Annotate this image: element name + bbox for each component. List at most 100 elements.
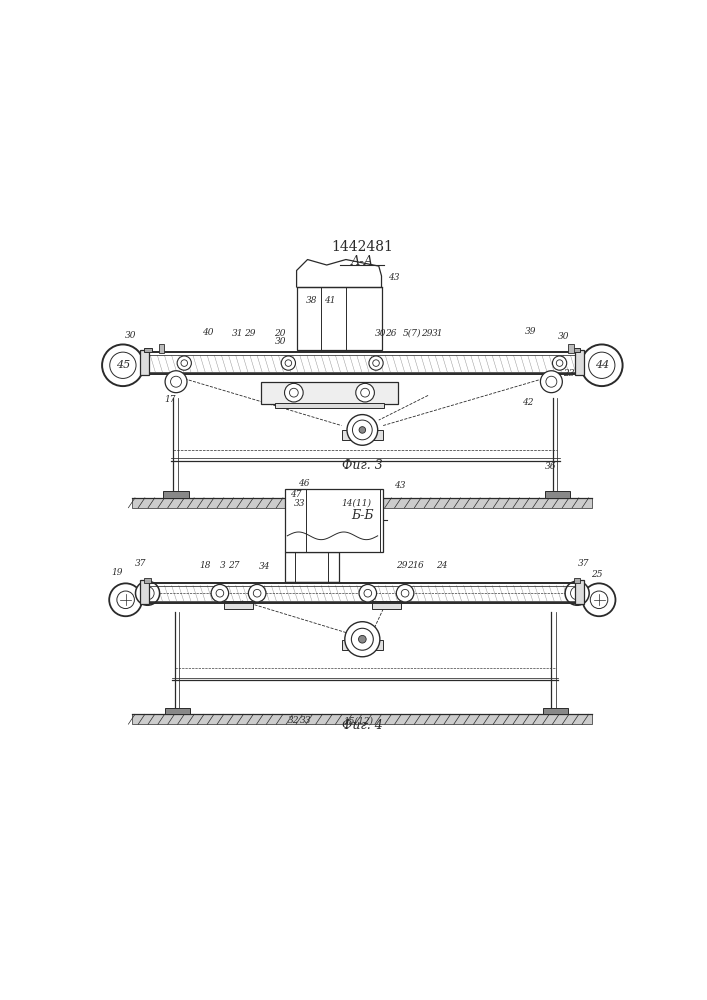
Text: 29: 29 xyxy=(396,561,407,570)
Bar xyxy=(261,382,398,404)
Circle shape xyxy=(589,352,615,378)
Text: 30: 30 xyxy=(125,331,137,340)
Circle shape xyxy=(356,383,375,402)
Circle shape xyxy=(590,591,608,609)
Circle shape xyxy=(565,581,589,605)
Circle shape xyxy=(351,628,373,650)
Circle shape xyxy=(177,356,192,370)
Text: 26: 26 xyxy=(385,329,397,338)
Bar xyxy=(543,708,568,714)
Bar xyxy=(341,430,383,440)
Text: 20: 20 xyxy=(274,329,286,338)
Circle shape xyxy=(110,352,136,378)
Circle shape xyxy=(141,587,154,600)
Text: 25: 25 xyxy=(590,570,602,579)
Circle shape xyxy=(358,635,366,643)
Text: 29: 29 xyxy=(421,329,433,338)
Text: 1442481: 1442481 xyxy=(332,240,393,254)
Text: 45: 45 xyxy=(116,360,130,370)
Bar xyxy=(297,287,382,350)
Text: 18: 18 xyxy=(199,561,211,570)
Bar xyxy=(165,708,190,714)
Circle shape xyxy=(345,622,380,657)
Text: 36: 36 xyxy=(544,462,556,471)
Text: Б-Б: Б-Б xyxy=(351,509,373,522)
Bar xyxy=(575,350,584,375)
Text: Фиг. 4: Фиг. 4 xyxy=(342,719,382,732)
Circle shape xyxy=(165,371,187,393)
Circle shape xyxy=(289,388,298,397)
Text: 29: 29 xyxy=(244,329,256,338)
Text: 46: 46 xyxy=(298,479,310,488)
Circle shape xyxy=(117,591,134,609)
Bar xyxy=(158,344,164,353)
Bar xyxy=(141,580,149,604)
Bar xyxy=(163,491,189,498)
Text: 5(7): 5(7) xyxy=(402,329,421,338)
Text: 31: 31 xyxy=(232,329,243,338)
Text: 33: 33 xyxy=(300,716,311,725)
Text: 40: 40 xyxy=(202,328,214,337)
Circle shape xyxy=(402,589,409,597)
Circle shape xyxy=(136,581,160,605)
Text: 27: 27 xyxy=(228,561,240,570)
Bar xyxy=(224,601,253,609)
Text: Фиг. 3: Фиг. 3 xyxy=(342,459,382,472)
Text: А-А: А-А xyxy=(351,255,374,268)
Circle shape xyxy=(253,589,261,597)
Circle shape xyxy=(102,344,144,386)
Text: 19: 19 xyxy=(111,568,122,577)
Text: 34: 34 xyxy=(259,562,271,571)
Circle shape xyxy=(583,583,616,616)
Circle shape xyxy=(248,584,266,602)
Bar xyxy=(545,491,570,498)
Text: 24: 24 xyxy=(436,561,448,570)
Bar xyxy=(141,350,149,375)
Text: 3: 3 xyxy=(220,561,226,570)
Bar xyxy=(284,552,339,582)
Text: 42: 42 xyxy=(522,398,534,407)
Bar xyxy=(341,640,383,650)
Bar xyxy=(575,580,584,604)
Circle shape xyxy=(581,344,623,386)
Bar xyxy=(132,714,592,724)
Circle shape xyxy=(170,376,182,387)
Text: 21: 21 xyxy=(407,561,419,570)
Bar xyxy=(568,344,574,353)
Bar xyxy=(144,578,151,583)
Circle shape xyxy=(369,356,383,370)
Circle shape xyxy=(546,376,557,387)
Text: 6: 6 xyxy=(418,561,423,570)
Text: 44: 44 xyxy=(595,360,609,370)
Text: 33: 33 xyxy=(293,499,305,508)
Bar xyxy=(372,601,401,609)
Circle shape xyxy=(109,583,142,616)
Text: 30: 30 xyxy=(559,332,570,341)
Text: 43: 43 xyxy=(394,481,405,490)
Circle shape xyxy=(571,587,584,600)
Circle shape xyxy=(181,360,187,366)
Text: 43: 43 xyxy=(388,273,400,282)
Text: 30: 30 xyxy=(375,329,387,338)
Circle shape xyxy=(284,383,303,402)
Circle shape xyxy=(552,356,567,370)
Circle shape xyxy=(211,584,228,602)
Text: 37: 37 xyxy=(578,559,590,568)
Text: 32: 32 xyxy=(288,716,300,725)
Text: 31: 31 xyxy=(432,329,444,338)
Circle shape xyxy=(540,371,562,393)
Circle shape xyxy=(281,356,296,370)
Bar xyxy=(573,348,580,352)
Text: 41: 41 xyxy=(324,296,335,305)
Circle shape xyxy=(364,589,372,597)
Bar xyxy=(574,578,580,583)
Bar xyxy=(284,489,383,552)
Circle shape xyxy=(353,420,372,440)
Bar xyxy=(132,498,592,508)
Circle shape xyxy=(361,388,370,397)
Text: 15(12): 15(12) xyxy=(343,716,373,725)
Text: 37: 37 xyxy=(135,559,147,568)
Text: 39: 39 xyxy=(525,327,537,336)
Text: 30: 30 xyxy=(274,337,286,346)
Circle shape xyxy=(556,360,563,366)
